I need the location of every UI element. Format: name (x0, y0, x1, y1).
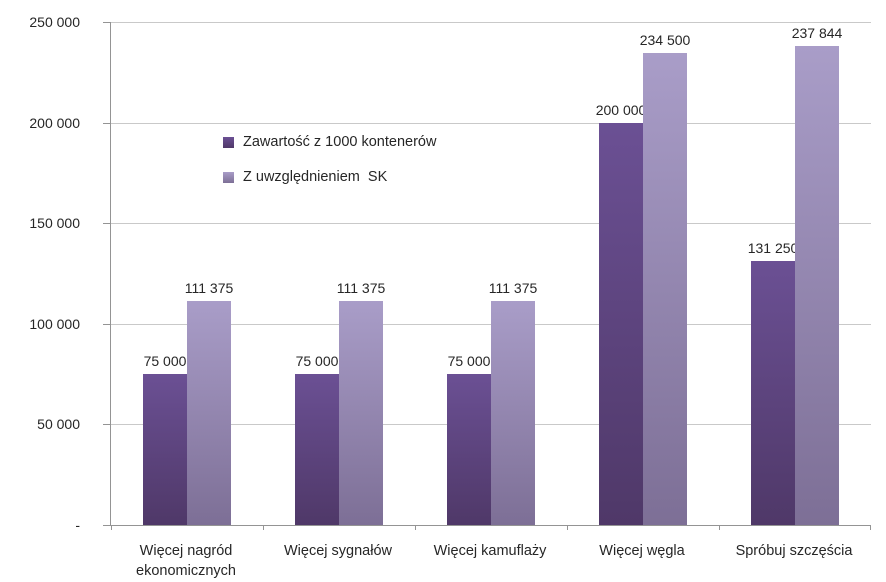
y-axis-tick-label: 100 000 (29, 315, 80, 332)
bar-series2-cat1 (187, 300, 231, 525)
y-axis-tick-label: 250 000 (29, 14, 80, 30)
y-axis-tick (103, 525, 111, 526)
gridline (111, 22, 871, 23)
y-axis-tick (103, 223, 111, 225)
y-axis-tick-label: 200 000 (29, 114, 80, 131)
x-axis-tick (719, 525, 720, 530)
x-axis-tick (870, 525, 871, 530)
bar-series2-cat3 (491, 300, 535, 525)
data-label: 200 000 (595, 101, 647, 118)
legend: Zawartość z 1000 kontenerów Z uwzględnien… (223, 132, 436, 187)
category-label: Więcej nagród ekonomicznych (136, 543, 236, 579)
bar-series1-cat1 (143, 374, 187, 525)
bar-series2-cat2 (339, 300, 383, 525)
y-axis-tick (103, 22, 111, 23)
y-axis-tick (103, 323, 111, 325)
data-label: 111 375 (184, 279, 234, 296)
legend-item: Z uwzględnieniem SK (223, 167, 436, 187)
category-label: Więcej sygnałów (284, 543, 392, 559)
data-label: 75 000 (447, 353, 491, 370)
gridline (111, 223, 871, 225)
x-axis-tick (567, 525, 568, 530)
data-label: 75 000 (143, 353, 187, 370)
data-label: 111 375 (336, 279, 386, 296)
x-axis-tick (415, 525, 416, 530)
data-label: 75 000 (295, 353, 339, 370)
y-axis-tick (103, 122, 111, 124)
data-label: 237 844 (791, 25, 843, 42)
category-label: Więcej kamuflaży (433, 543, 547, 559)
data-label: 234 500 (639, 32, 691, 49)
legend-label: Zawartość z 1000 kontenerów (243, 134, 437, 150)
legend-swatch-series2 (223, 171, 234, 183)
legend-item: Zawartość z 1000 kontenerów (223, 132, 436, 152)
category-label: Spróbuj szczęścia (735, 543, 853, 559)
bar-series1-cat3 (447, 374, 491, 525)
bar-series2-cat4 (643, 53, 687, 525)
bar-series2-cat5 (795, 46, 839, 525)
gridline (111, 122, 871, 124)
category-label: Więcej węgla (599, 543, 685, 559)
x-axis-tick (263, 525, 264, 530)
data-label: 111 375 (488, 279, 538, 296)
legend-swatch-series1 (223, 136, 234, 148)
legend-label: Z uwzględnieniem SK (243, 169, 388, 185)
y-axis-tick-label: 50 000 (37, 416, 80, 433)
bar-series1-cat5 (751, 260, 795, 525)
bar-series1-cat4 (599, 122, 643, 525)
bar-series1-cat2 (295, 374, 339, 525)
y-axis-tick-label: 150 000 (29, 215, 80, 232)
data-label: 131 250 (747, 239, 799, 256)
y-axis-tick (103, 424, 111, 426)
y-axis-tick-label: - (75, 517, 80, 533)
y-axis-labels: 250 000 200 000 150 000 100 000 50 000 - (0, 14, 80, 533)
plot-area: Zawartość z 1000 kontenerów Z uwzględnien… (103, 22, 871, 530)
x-axis-tick (111, 525, 112, 530)
